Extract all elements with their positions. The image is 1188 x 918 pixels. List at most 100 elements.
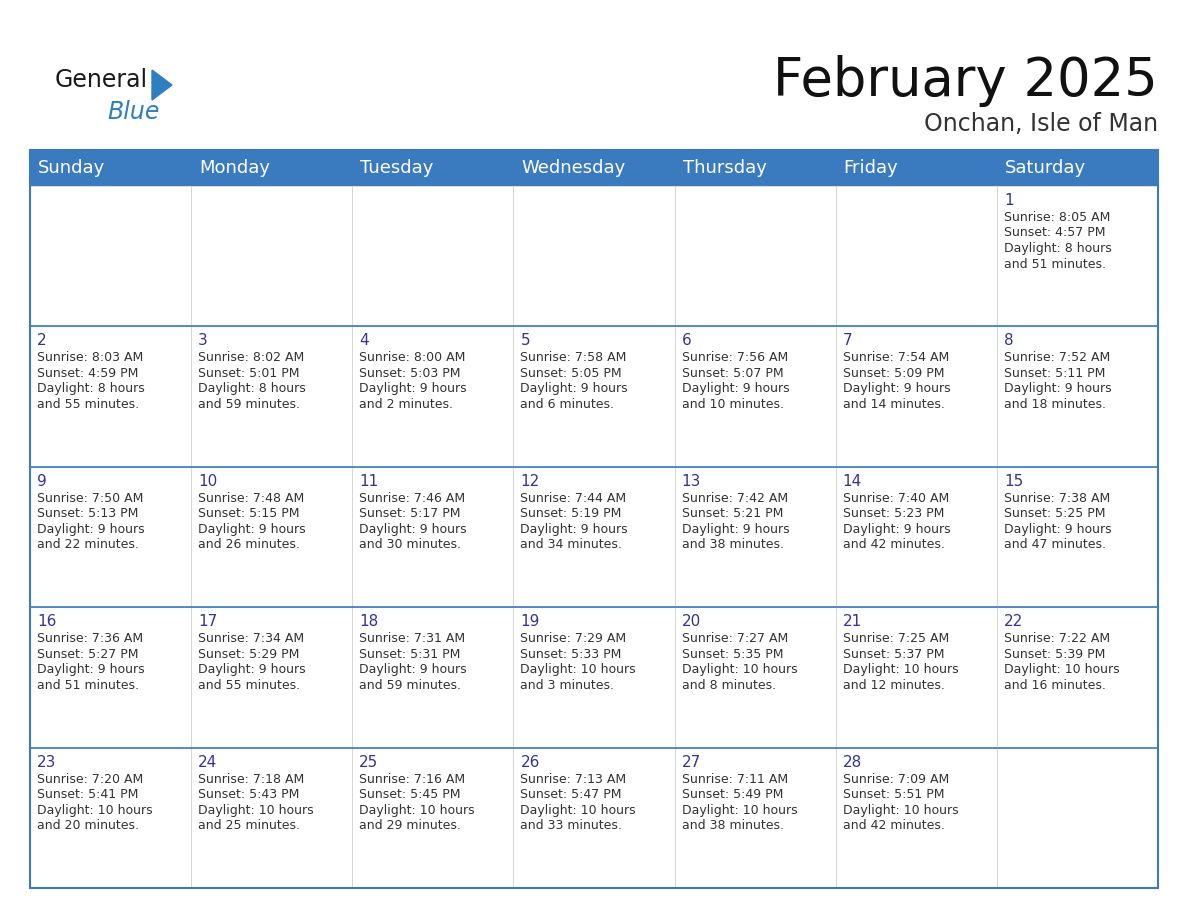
Text: Sunset: 4:59 PM: Sunset: 4:59 PM <box>37 367 138 380</box>
Bar <box>675 747 835 888</box>
Text: Daylight: 10 hours: Daylight: 10 hours <box>842 803 959 817</box>
Text: Sunrise: 7:16 AM: Sunrise: 7:16 AM <box>359 773 466 786</box>
Text: 19: 19 <box>520 614 539 629</box>
Text: and 51 minutes.: and 51 minutes. <box>1004 258 1106 271</box>
Text: 5: 5 <box>520 333 530 349</box>
Text: Sunrise: 7:18 AM: Sunrise: 7:18 AM <box>198 773 304 786</box>
Text: Sunset: 5:07 PM: Sunset: 5:07 PM <box>682 367 783 380</box>
Bar <box>675 186 835 327</box>
Text: Sunrise: 7:27 AM: Sunrise: 7:27 AM <box>682 633 788 645</box>
Bar <box>30 186 191 327</box>
Text: and 34 minutes.: and 34 minutes. <box>520 538 623 552</box>
Text: Sunrise: 7:56 AM: Sunrise: 7:56 AM <box>682 352 788 364</box>
Bar <box>513 607 675 747</box>
Text: Sunset: 5:03 PM: Sunset: 5:03 PM <box>359 367 461 380</box>
Text: Sunrise: 7:38 AM: Sunrise: 7:38 AM <box>1004 492 1110 505</box>
Text: Sunrise: 7:44 AM: Sunrise: 7:44 AM <box>520 492 626 505</box>
Text: 23: 23 <box>37 755 56 769</box>
Text: and 14 minutes.: and 14 minutes. <box>842 397 944 411</box>
Text: 24: 24 <box>198 755 217 769</box>
Text: 3: 3 <box>198 333 208 349</box>
Text: 9: 9 <box>37 474 46 488</box>
Text: Daylight: 10 hours: Daylight: 10 hours <box>520 803 636 817</box>
Text: Thursday: Thursday <box>683 159 766 177</box>
Text: Daylight: 9 hours: Daylight: 9 hours <box>198 522 305 536</box>
Text: Sunday: Sunday <box>38 159 106 177</box>
Text: Sunset: 5:23 PM: Sunset: 5:23 PM <box>842 508 944 521</box>
Text: Sunrise: 8:02 AM: Sunrise: 8:02 AM <box>198 352 304 364</box>
Text: and 6 minutes.: and 6 minutes. <box>520 397 614 411</box>
Bar <box>353 186 513 327</box>
Text: Daylight: 9 hours: Daylight: 9 hours <box>198 663 305 677</box>
Text: Sunrise: 8:05 AM: Sunrise: 8:05 AM <box>1004 211 1111 224</box>
Bar <box>30 607 191 747</box>
Text: Daylight: 10 hours: Daylight: 10 hours <box>37 803 152 817</box>
Text: Daylight: 9 hours: Daylight: 9 hours <box>359 522 467 536</box>
Bar <box>997 327 1158 466</box>
Bar <box>835 607 997 747</box>
Bar <box>513 327 675 466</box>
Text: and 38 minutes.: and 38 minutes. <box>682 819 784 832</box>
Bar <box>30 150 1158 186</box>
Text: and 10 minutes.: and 10 minutes. <box>682 397 784 411</box>
Text: Daylight: 10 hours: Daylight: 10 hours <box>842 663 959 677</box>
Text: Sunset: 5:35 PM: Sunset: 5:35 PM <box>682 648 783 661</box>
Text: Sunrise: 7:29 AM: Sunrise: 7:29 AM <box>520 633 626 645</box>
Text: Sunset: 5:21 PM: Sunset: 5:21 PM <box>682 508 783 521</box>
Bar <box>835 466 997 607</box>
Text: Friday: Friday <box>843 159 898 177</box>
Text: Sunset: 5:45 PM: Sunset: 5:45 PM <box>359 788 461 801</box>
Text: Sunrise: 7:20 AM: Sunrise: 7:20 AM <box>37 773 144 786</box>
Bar <box>835 747 997 888</box>
Text: and 55 minutes.: and 55 minutes. <box>198 678 301 691</box>
Text: 7: 7 <box>842 333 852 349</box>
Text: Daylight: 9 hours: Daylight: 9 hours <box>520 522 628 536</box>
Bar <box>191 466 353 607</box>
Text: Blue: Blue <box>107 100 159 124</box>
Text: Sunrise: 7:46 AM: Sunrise: 7:46 AM <box>359 492 466 505</box>
Text: Tuesday: Tuesday <box>360 159 434 177</box>
Text: Onchan, Isle of Man: Onchan, Isle of Man <box>924 112 1158 136</box>
Text: Daylight: 8 hours: Daylight: 8 hours <box>1004 242 1112 255</box>
Text: Daylight: 9 hours: Daylight: 9 hours <box>1004 383 1112 396</box>
Text: 22: 22 <box>1004 614 1023 629</box>
Text: Daylight: 10 hours: Daylight: 10 hours <box>359 803 475 817</box>
Text: Daylight: 8 hours: Daylight: 8 hours <box>37 383 145 396</box>
Text: and 59 minutes.: and 59 minutes. <box>198 397 301 411</box>
Text: and 3 minutes.: and 3 minutes. <box>520 678 614 691</box>
Text: and 55 minutes.: and 55 minutes. <box>37 397 139 411</box>
Text: Sunset: 5:25 PM: Sunset: 5:25 PM <box>1004 508 1105 521</box>
Bar <box>191 186 353 327</box>
Text: Sunrise: 7:22 AM: Sunrise: 7:22 AM <box>1004 633 1110 645</box>
Text: Daylight: 10 hours: Daylight: 10 hours <box>682 663 797 677</box>
Text: Daylight: 9 hours: Daylight: 9 hours <box>520 383 628 396</box>
Text: Sunrise: 7:25 AM: Sunrise: 7:25 AM <box>842 633 949 645</box>
Text: Sunset: 5:31 PM: Sunset: 5:31 PM <box>359 648 461 661</box>
Text: Sunrise: 7:54 AM: Sunrise: 7:54 AM <box>842 352 949 364</box>
Text: February 2025: February 2025 <box>773 55 1158 107</box>
Bar <box>353 466 513 607</box>
Text: and 22 minutes.: and 22 minutes. <box>37 538 139 552</box>
Bar <box>30 327 191 466</box>
Text: Sunset: 5:13 PM: Sunset: 5:13 PM <box>37 508 138 521</box>
Text: Daylight: 9 hours: Daylight: 9 hours <box>842 522 950 536</box>
Text: Sunset: 5:01 PM: Sunset: 5:01 PM <box>198 367 299 380</box>
Polygon shape <box>152 70 172 100</box>
Bar <box>191 607 353 747</box>
Text: Saturday: Saturday <box>1005 159 1086 177</box>
Text: Sunset: 5:19 PM: Sunset: 5:19 PM <box>520 508 621 521</box>
Text: Daylight: 9 hours: Daylight: 9 hours <box>682 383 789 396</box>
Text: Sunset: 5:33 PM: Sunset: 5:33 PM <box>520 648 621 661</box>
Text: Sunset: 5:49 PM: Sunset: 5:49 PM <box>682 788 783 801</box>
Text: 16: 16 <box>37 614 56 629</box>
Text: 26: 26 <box>520 755 539 769</box>
Text: and 16 minutes.: and 16 minutes. <box>1004 678 1106 691</box>
Text: 14: 14 <box>842 474 862 488</box>
Text: and 29 minutes.: and 29 minutes. <box>359 819 461 832</box>
Text: Sunrise: 7:09 AM: Sunrise: 7:09 AM <box>842 773 949 786</box>
Text: Sunset: 5:15 PM: Sunset: 5:15 PM <box>198 508 299 521</box>
Text: Sunrise: 7:40 AM: Sunrise: 7:40 AM <box>842 492 949 505</box>
Text: 15: 15 <box>1004 474 1023 488</box>
Text: and 18 minutes.: and 18 minutes. <box>1004 397 1106 411</box>
Bar <box>835 327 997 466</box>
